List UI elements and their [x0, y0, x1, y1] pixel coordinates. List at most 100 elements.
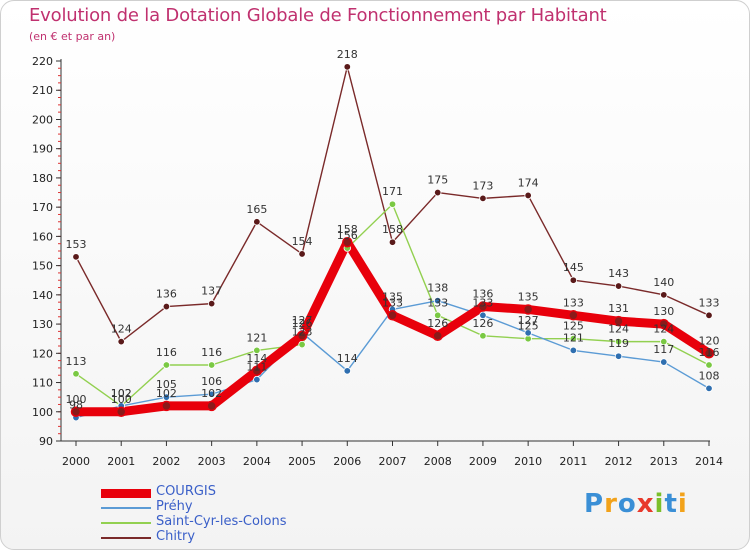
- data-point: [387, 310, 398, 321]
- data-point: [298, 250, 306, 258]
- data-label: 105: [156, 378, 177, 391]
- data-point: [72, 370, 80, 378]
- data-label: 133: [563, 296, 584, 309]
- x-tick-label: 2013: [650, 455, 678, 468]
- chart-subtitle: (en € et par an): [29, 30, 116, 43]
- data-point: [343, 367, 351, 375]
- data-label: 140: [653, 276, 674, 289]
- y-tick-label: 150: [32, 260, 53, 273]
- data-point: [568, 310, 579, 321]
- data-label: 114: [337, 352, 358, 365]
- legend-item: COURGIS: [101, 484, 401, 500]
- data-label: 102: [201, 387, 222, 400]
- legend-label: COURGIS: [156, 484, 217, 499]
- data-point: [705, 361, 713, 369]
- data-point: [614, 352, 623, 360]
- data-labels: 153 124 136 137 165 154 218 158 175 173 174 145 143 1…: [66, 48, 720, 412]
- data-label: 133: [427, 296, 448, 309]
- x-tick-label: 2003: [198, 455, 226, 468]
- y-tick-label: 140: [32, 289, 53, 302]
- data-label: 124: [111, 323, 132, 336]
- data-point: [72, 253, 80, 261]
- data-point: [434, 311, 442, 320]
- data-label: 124: [608, 323, 629, 336]
- legend-swatch: [101, 522, 151, 524]
- data-point: [207, 299, 216, 308]
- data-label: 116: [156, 346, 177, 359]
- data-point: [705, 384, 713, 393]
- proxiti-logo: Proxiti: [584, 489, 688, 519]
- data-label: 131: [608, 302, 629, 315]
- x-tick-label: 2005: [288, 455, 316, 468]
- data-point: [703, 348, 715, 359]
- data-label: 138: [427, 282, 448, 295]
- data-point: [479, 332, 487, 340]
- data-label: 121: [563, 331, 584, 344]
- x-tick-label: 2006: [333, 455, 361, 468]
- y-tick-label: 110: [32, 377, 53, 390]
- data-label: 135: [518, 290, 539, 303]
- data-point: [705, 311, 713, 320]
- data-label: 126: [472, 317, 493, 330]
- x-tick-label: 2000: [62, 455, 90, 468]
- data-point: [614, 337, 623, 346]
- data-label: 153: [66, 238, 87, 251]
- chart-title: Evolution de la Dotation Globale de Fonc…: [29, 5, 607, 26]
- y-tick-label: 120: [32, 347, 53, 360]
- data-label: 136: [472, 288, 493, 301]
- data-point: [253, 375, 261, 384]
- data-label: 125: [518, 320, 539, 333]
- data-label: 158: [382, 223, 403, 236]
- data-label: 175: [427, 174, 448, 187]
- x-tick-label: 2007: [379, 455, 407, 468]
- legend-label: Préhy: [156, 499, 193, 514]
- data-point: [115, 406, 127, 418]
- data-label: 106: [201, 375, 222, 388]
- data-point: [342, 236, 353, 248]
- x-tick-label: 2009: [469, 455, 497, 468]
- data-label: 126: [292, 317, 313, 330]
- data-label: 126: [427, 317, 448, 330]
- series-points: [70, 63, 715, 422]
- data-label: 130: [653, 305, 674, 318]
- data-point: [660, 337, 668, 346]
- y-tick-label: 200: [32, 113, 53, 126]
- data-label: 114: [246, 352, 267, 365]
- data-point: [253, 218, 261, 226]
- data-point: [660, 358, 668, 366]
- x-tick-label: 2010: [514, 455, 542, 468]
- data-label: 124: [653, 323, 674, 336]
- y-tick-label: 90: [39, 435, 53, 448]
- data-point: [524, 329, 532, 337]
- data-label: 143: [608, 267, 629, 280]
- axes: 9010011012013014015016017018019020021022…: [32, 55, 723, 468]
- data-label: 102: [111, 387, 132, 400]
- data-label: 165: [246, 203, 267, 216]
- data-label: 98: [69, 399, 83, 412]
- data-label: 102: [111, 387, 132, 400]
- y-tick-label: 180: [32, 172, 53, 185]
- y-tick-label: 190: [32, 143, 53, 156]
- data-label: 156: [337, 229, 358, 242]
- logo-letter: i: [677, 489, 688, 519]
- data-point: [298, 340, 306, 349]
- legend-swatch: [101, 489, 151, 498]
- data-point: [117, 337, 125, 346]
- data-label: 133: [472, 296, 493, 309]
- data-label: 100: [111, 393, 132, 406]
- x-tick-label: 2014: [695, 455, 723, 468]
- x-tick-label: 2002: [152, 455, 180, 468]
- data-point: [296, 330, 308, 342]
- x-tick-label: 2008: [424, 455, 452, 468]
- y-tick-label: 160: [32, 230, 53, 243]
- data-label: 145: [563, 261, 584, 274]
- x-tick-label: 2001: [107, 455, 135, 468]
- data-point: [388, 238, 397, 246]
- x-tick-label: 2012: [605, 455, 633, 468]
- data-point: [388, 200, 397, 208]
- data-label: 158: [337, 223, 358, 236]
- y-tick-label: 220: [32, 55, 53, 68]
- data-point: [524, 191, 532, 200]
- data-label: 133: [382, 296, 403, 309]
